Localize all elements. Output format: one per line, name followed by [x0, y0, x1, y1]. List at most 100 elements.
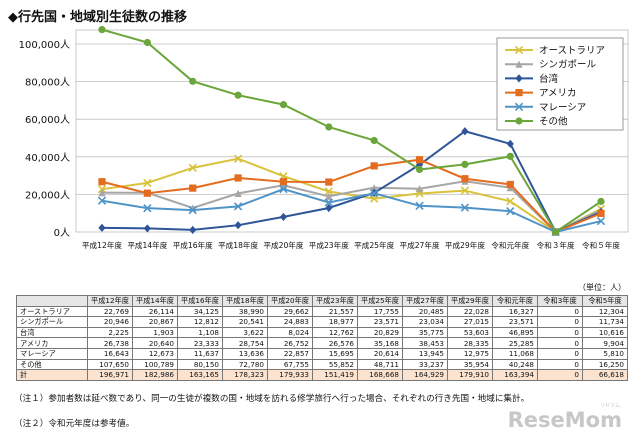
data-point [189, 225, 197, 235]
row-label: 台湾 [16, 326, 88, 339]
data-point [415, 165, 424, 174]
legend-label: シンガポール [539, 60, 597, 71]
data-point [325, 203, 333, 213]
table-cell: 16,643 [87, 347, 133, 360]
table-cell: 20,829 [357, 326, 403, 339]
table-cell: 40,248 [492, 358, 538, 371]
legend-label: 台湾 [539, 73, 559, 85]
data-point [324, 187, 333, 196]
data-point [279, 101, 288, 109]
table-cell: 10,616 [582, 326, 628, 339]
footnote-1: （注１）参加者数は延べ数であり、同一の生徒が複数の国・地域を訪れる修学旅行へ行っ… [14, 394, 530, 404]
x-tick-label: 平成27年度 [400, 240, 440, 250]
table-cell: 3,622 [222, 326, 268, 339]
data-point [370, 189, 379, 198]
table-cell: 28,335 [447, 337, 493, 349]
table-cell: 0 [537, 316, 583, 328]
data-point [279, 212, 288, 222]
row-label: オーストラリア [16, 305, 88, 318]
table-cell: 20,541 [222, 316, 268, 328]
series-line [101, 28, 602, 234]
column-header: 平成12年度 [87, 295, 133, 307]
x-tick-label: 平成23年度 [309, 240, 349, 250]
data-point [514, 102, 524, 111]
data-point [514, 45, 524, 55]
legend-box [496, 37, 624, 131]
table-cell: 8,024 [267, 326, 313, 339]
table-cell: 23,034 [402, 316, 448, 328]
column-header: 平成16年度 [177, 295, 223, 307]
data-point [370, 136, 378, 145]
data-point [325, 178, 333, 186]
table-cell: 107,650 [87, 358, 133, 371]
table-cell: 22,857 [267, 347, 313, 360]
series-line [101, 157, 602, 234]
table-cell: 13,636 [222, 347, 268, 360]
data-point [597, 209, 605, 217]
y-tick-label: 80,000人 [25, 77, 70, 89]
data-point [189, 184, 197, 192]
table-cell: 13,945 [402, 347, 448, 360]
row-label: マレーシア [16, 347, 88, 360]
table-cell: 1,903 [132, 326, 178, 339]
data-point [189, 77, 197, 85]
data-point [97, 196, 107, 205]
data-point [415, 201, 424, 210]
data-point [188, 163, 197, 173]
column-header: 平成23年度 [312, 295, 358, 307]
column-header: 平成27年度 [402, 295, 448, 307]
table-cell: 0 [537, 305, 583, 318]
data-point [506, 207, 515, 216]
table-cell: 53,603 [447, 326, 493, 339]
table-cell: 17,755 [357, 305, 403, 318]
table-row: マレーシア 16,643 12,673 11,637 13,636 22,857 15,69… [16, 347, 628, 360]
legend-label: マレーシア [539, 102, 586, 113]
logo-subtext: リセマム [599, 403, 620, 409]
page-title: ◆行先国・地域別生徒数の推移 [8, 10, 187, 25]
data-point [415, 156, 424, 164]
data-point [515, 60, 523, 68]
footnote-2: （注２）令和元年度は参考値。 [14, 419, 135, 429]
table-cell: 28,754 [222, 337, 268, 349]
table-row: 計 196,971 182,986 163,165 178,323 179,933 151,… [16, 369, 628, 381]
data-point [370, 184, 378, 192]
table-cell: 20,640 [132, 337, 178, 349]
x-tick-label: 平成18年度 [218, 240, 258, 250]
row-label: 計 [16, 369, 88, 381]
table-cell: 0 [537, 347, 583, 360]
table-cell: 21,557 [312, 305, 358, 318]
table-row: アメリカ 26,738 20,640 23,333 28,754 26,752 26,576… [16, 337, 628, 349]
table-cell: 5,810 [582, 347, 628, 360]
series-line [101, 180, 602, 234]
table-cell: 24,883 [267, 316, 313, 328]
table-cell: 179,933 [267, 369, 313, 381]
column-header: 平成29年度 [447, 295, 493, 307]
table-cell: 38,453 [402, 337, 448, 349]
table-cell: 16,327 [492, 305, 538, 318]
data-point [461, 160, 469, 169]
y-tick-label: 40,000人 [25, 152, 70, 164]
table-cell: 20,614 [357, 347, 403, 360]
table-cell: 34,125 [177, 305, 223, 318]
column-header: 平成18年度 [222, 295, 268, 307]
table-cell: 20,867 [132, 316, 178, 328]
table-row: シンガポール 20,946 20,867 12,812 20,541 24,883 18,9… [16, 316, 628, 328]
table-cell: 12,673 [132, 347, 178, 360]
data-point [325, 123, 333, 131]
y-tick-label: 0人 [54, 227, 70, 239]
table-cell: 27,015 [447, 316, 493, 328]
table-cell: 0 [537, 326, 583, 339]
table-cell: 2,225 [87, 326, 133, 339]
table-cell: 67,755 [267, 358, 313, 371]
table-cell: 26,738 [87, 337, 133, 349]
table-cell: 0 [537, 369, 583, 381]
table-cell: 48,711 [357, 358, 403, 371]
y-tick-label: 60,000人 [25, 114, 70, 126]
x-tick-label: 平成12年度 [82, 240, 122, 250]
table-cell: 38,990 [222, 305, 268, 318]
data-table: 平成12年度 平成14年度 平成16年度 平成18年度 平成20年度 平成23年度 平成25… [16, 295, 628, 381]
data-point [279, 184, 288, 194]
data-point [461, 175, 469, 183]
row-label: アメリカ [16, 337, 88, 349]
column-header: 令和5年度 [582, 295, 628, 307]
